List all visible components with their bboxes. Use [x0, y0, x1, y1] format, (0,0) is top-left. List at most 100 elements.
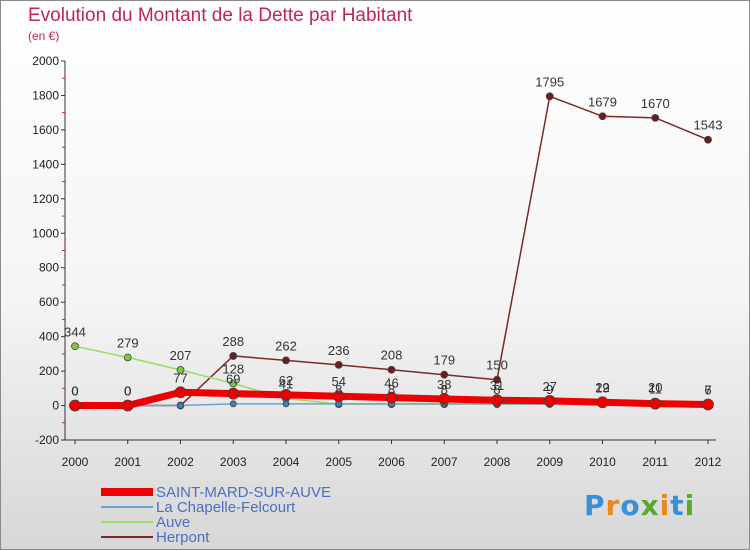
legend-swatch-la-chapelle	[101, 506, 153, 508]
data-point-auve	[176, 365, 185, 374]
data-point-herpont	[387, 365, 396, 374]
data-label-herpont: 1795	[535, 74, 564, 89]
data-label-herpont: 288	[222, 334, 244, 349]
data-point-saint-mard-sur-auve	[491, 394, 503, 407]
data-label-auve: 7	[704, 382, 711, 397]
data-label-herpont: 0	[124, 384, 131, 399]
data-label-saint-mard-sur-auve: 6	[704, 383, 711, 398]
data-label-herpont: 208	[381, 348, 403, 363]
data-label-auve: 8	[335, 382, 342, 397]
data-point-herpont	[440, 370, 449, 379]
data-label-auve: 8	[493, 382, 500, 397]
data-point-auve	[123, 353, 132, 362]
data-label-herpont: 262	[275, 338, 297, 353]
data-point-auve	[71, 342, 79, 351]
data-point-herpont	[282, 356, 290, 365]
data-label-auve: 128	[222, 361, 244, 376]
data-label-herpont: 150	[486, 358, 508, 373]
logo-letter: i	[684, 489, 696, 522]
data-label-auve: 207	[170, 348, 192, 363]
x-tick-label: 2004	[273, 455, 300, 469]
data-point-saint-mard-sur-auve	[649, 397, 662, 410]
x-tick-label: 2007	[431, 455, 458, 469]
y-tick-label: 1000	[32, 226, 59, 240]
data-point-saint-mard-sur-auve	[543, 394, 556, 407]
legend-swatch-herpont	[101, 536, 153, 538]
data-label-saint-mard-sur-auve: 31	[490, 378, 504, 393]
data-point-herpont	[545, 92, 554, 101]
data-label-auve: 22	[595, 380, 609, 395]
logo-letter: o	[620, 489, 641, 522]
data-label-saint-mard-sur-auve: 62	[279, 373, 293, 388]
chart-title: Evolution du Montant de la Dette par Hab…	[28, 5, 413, 26]
data-label-auve: 9	[546, 382, 553, 397]
chart-subtitle: (en €)	[28, 29, 60, 43]
data-label-saint-mard-sur-auve: 77	[173, 370, 187, 385]
x-tick-label: 2001	[114, 455, 141, 469]
data-label-auve: 344	[64, 324, 86, 339]
logo-letter: P	[584, 489, 606, 522]
data-label-herpont: 1679	[588, 94, 617, 109]
data-label-auve: 41	[279, 376, 293, 391]
data-label-saint-mard-sur-auve: 0	[124, 384, 131, 399]
series-layer	[69, 92, 714, 412]
data-label-auve: 8	[388, 382, 395, 397]
y-tick-label: 600	[39, 295, 59, 309]
y-tick-label: 800	[39, 261, 59, 275]
proxiti-logo: Proxiti	[584, 489, 695, 522]
data-label-herpont: 179	[433, 353, 455, 368]
x-tick-label: 2006	[378, 455, 405, 469]
legend-label-auve: Auve	[156, 514, 191, 531]
data-label-saint-mard-sur-auve: 27	[543, 379, 557, 394]
x-tick-label: 2005	[325, 455, 352, 469]
data-point-saint-mard-sur-auve	[69, 399, 81, 412]
data-point-herpont	[651, 113, 660, 122]
y-tick-label: 2000	[32, 54, 59, 68]
data-point-saint-mard-sur-auve	[121, 399, 134, 412]
legend-swatch-auve	[101, 521, 153, 523]
data-label-saint-mard-sur-auve: 54	[332, 374, 346, 389]
legend-swatch-saint-mard	[101, 488, 153, 496]
data-point-auve	[229, 379, 238, 388]
data-point-herpont	[334, 360, 343, 369]
data-label-saint-mard-sur-auve: 19	[595, 380, 609, 395]
y-tick-label: 0	[52, 399, 59, 413]
data-point-herpont	[229, 352, 238, 360]
x-tick-label: 2011	[642, 455, 668, 469]
data-label-herpont: 1670	[641, 96, 670, 111]
y-tick-label: 1800	[32, 88, 59, 102]
data-point-saint-mard-sur-auve	[332, 390, 345, 403]
data-label-saint-mard-sur-auve: 38	[437, 377, 451, 392]
data-point-saint-mard-sur-auve	[702, 398, 714, 411]
x-tick-label: 2003	[220, 455, 247, 469]
data-label-saint-mard-sur-auve: 69	[226, 372, 240, 387]
data-point-saint-mard-sur-auve	[174, 386, 187, 399]
data-point-saint-mard-sur-auve	[227, 387, 240, 400]
y-tick-label: 1200	[32, 192, 59, 206]
y-tick-label: 1600	[32, 123, 59, 137]
data-point-herpont	[598, 112, 607, 121]
data-label-la-chapelle-felcourt: 0	[124, 384, 131, 399]
data-point-herpont	[704, 135, 712, 144]
logo-letter: x	[640, 489, 660, 522]
y-tick-label: 1400	[32, 157, 59, 171]
data-point-saint-mard-sur-auve	[280, 388, 292, 401]
x-tick-label: 2000	[62, 455, 89, 469]
axes: -200020040060080010001200140016001800200…	[32, 54, 721, 469]
data-point-la-chapelle-felcourt	[177, 402, 184, 409]
y-tick-label: 200	[39, 364, 59, 378]
data-label-herpont: 0	[71, 384, 78, 399]
data-label-auve: 8	[441, 382, 448, 397]
legend-label-la-chapelle: La Chapelle-Felcourt	[156, 499, 296, 516]
data-point-saint-mard-sur-auve	[596, 396, 609, 409]
data-label-auve: 20	[648, 380, 662, 395]
y-tick-label: -200	[35, 433, 59, 447]
data-point-la-chapelle-felcourt	[282, 400, 290, 408]
logo-letter: i	[659, 489, 671, 522]
legend-label-saint-mard: SAINT-MARD-SUR-AUVE	[156, 484, 332, 501]
data-label-saint-mard-sur-auve: 46	[384, 376, 398, 391]
data-point-la-chapelle-felcourt	[229, 400, 237, 408]
data-point-saint-mard-sur-auve	[385, 391, 398, 404]
